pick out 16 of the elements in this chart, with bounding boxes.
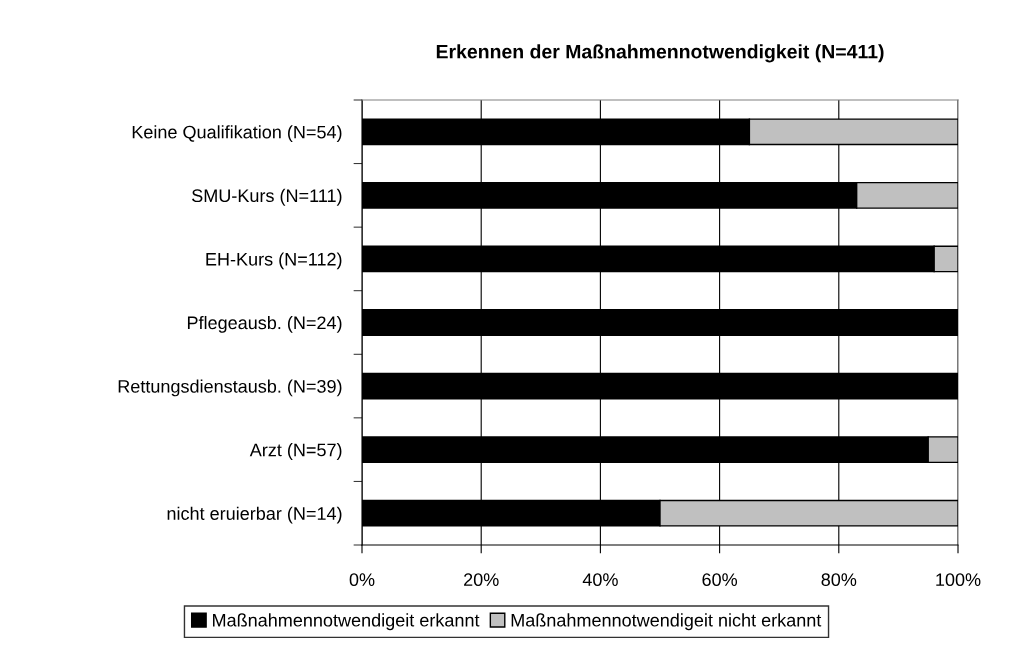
y-tick-label: Rettungsdienstausb. (N=39) bbox=[118, 379, 342, 397]
y-tick-label: Keine Qualifikation (N=54) bbox=[132, 125, 342, 143]
y-tick-label: SMU-Kurs (N=111) bbox=[192, 188, 342, 206]
x-tick-label: 100% bbox=[936, 573, 981, 587]
y-tick-label: Pflegeausb. (N=24) bbox=[187, 315, 342, 333]
y-tick-label: EH-Kurs (N=112) bbox=[206, 252, 342, 270]
chart-title: Erkennen der Maßnahmennotwendigkeit (N=411) bbox=[436, 44, 884, 63]
x-tick-label: 60% bbox=[702, 573, 738, 587]
legend-label: Maßnahmennotwendigeit erkannt bbox=[213, 613, 480, 631]
legend-label: Maßnahmennotwendigeit nicht erkannt bbox=[511, 613, 822, 631]
x-tick-label: 0% bbox=[349, 573, 375, 587]
x-tick-label: 40% bbox=[582, 573, 618, 587]
x-tick-label: 80% bbox=[821, 573, 857, 587]
y-tick-label: Arzt (N=57) bbox=[249, 443, 342, 460]
y-tick-label: nicht eruierbar (N=14) bbox=[167, 506, 342, 524]
x-tick-label: 20% bbox=[464, 573, 499, 587]
